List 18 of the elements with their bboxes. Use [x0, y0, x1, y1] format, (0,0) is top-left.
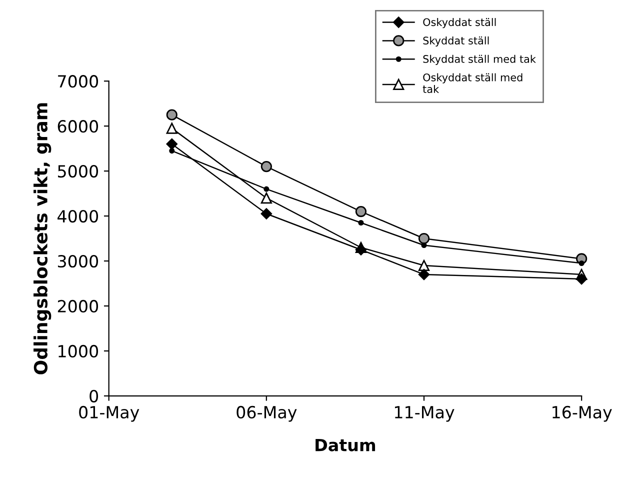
y-tick-label: 7000: [58, 75, 98, 88]
legend-label: Oskyddat ställ med tak: [422, 73, 522, 94]
y-tick-label: 1000: [58, 344, 98, 358]
x-tick-label: 11-May: [394, 406, 454, 422]
y-tick-label: 2000: [58, 300, 98, 313]
x-tick-label: 01-May: [79, 406, 140, 422]
legend-label: Oskyddat ställ: [423, 18, 496, 28]
x-axis-title: Datum: [316, 438, 376, 452]
y-tick-label: 5000: [58, 165, 98, 178]
x-tick-label: 16-May: [552, 406, 612, 422]
y-tick-label: 0: [90, 390, 98, 402]
y-tick-label: 4000: [58, 210, 98, 223]
y-tick-label: 6000: [58, 120, 98, 133]
x-tick-label: 06-May: [236, 406, 297, 422]
y-axis-title: Odlingsblockets vikt, gram: [34, 103, 52, 374]
legend-label: Skyddat ställ med tak: [423, 54, 536, 65]
legend-label: Skyddat ställ: [423, 36, 489, 47]
y-tick-label: 3000: [58, 254, 98, 268]
